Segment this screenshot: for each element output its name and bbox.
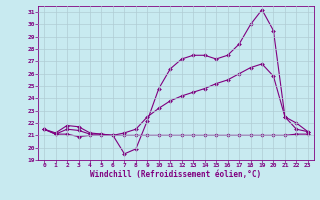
X-axis label: Windchill (Refroidissement éolien,°C): Windchill (Refroidissement éolien,°C) xyxy=(91,170,261,179)
